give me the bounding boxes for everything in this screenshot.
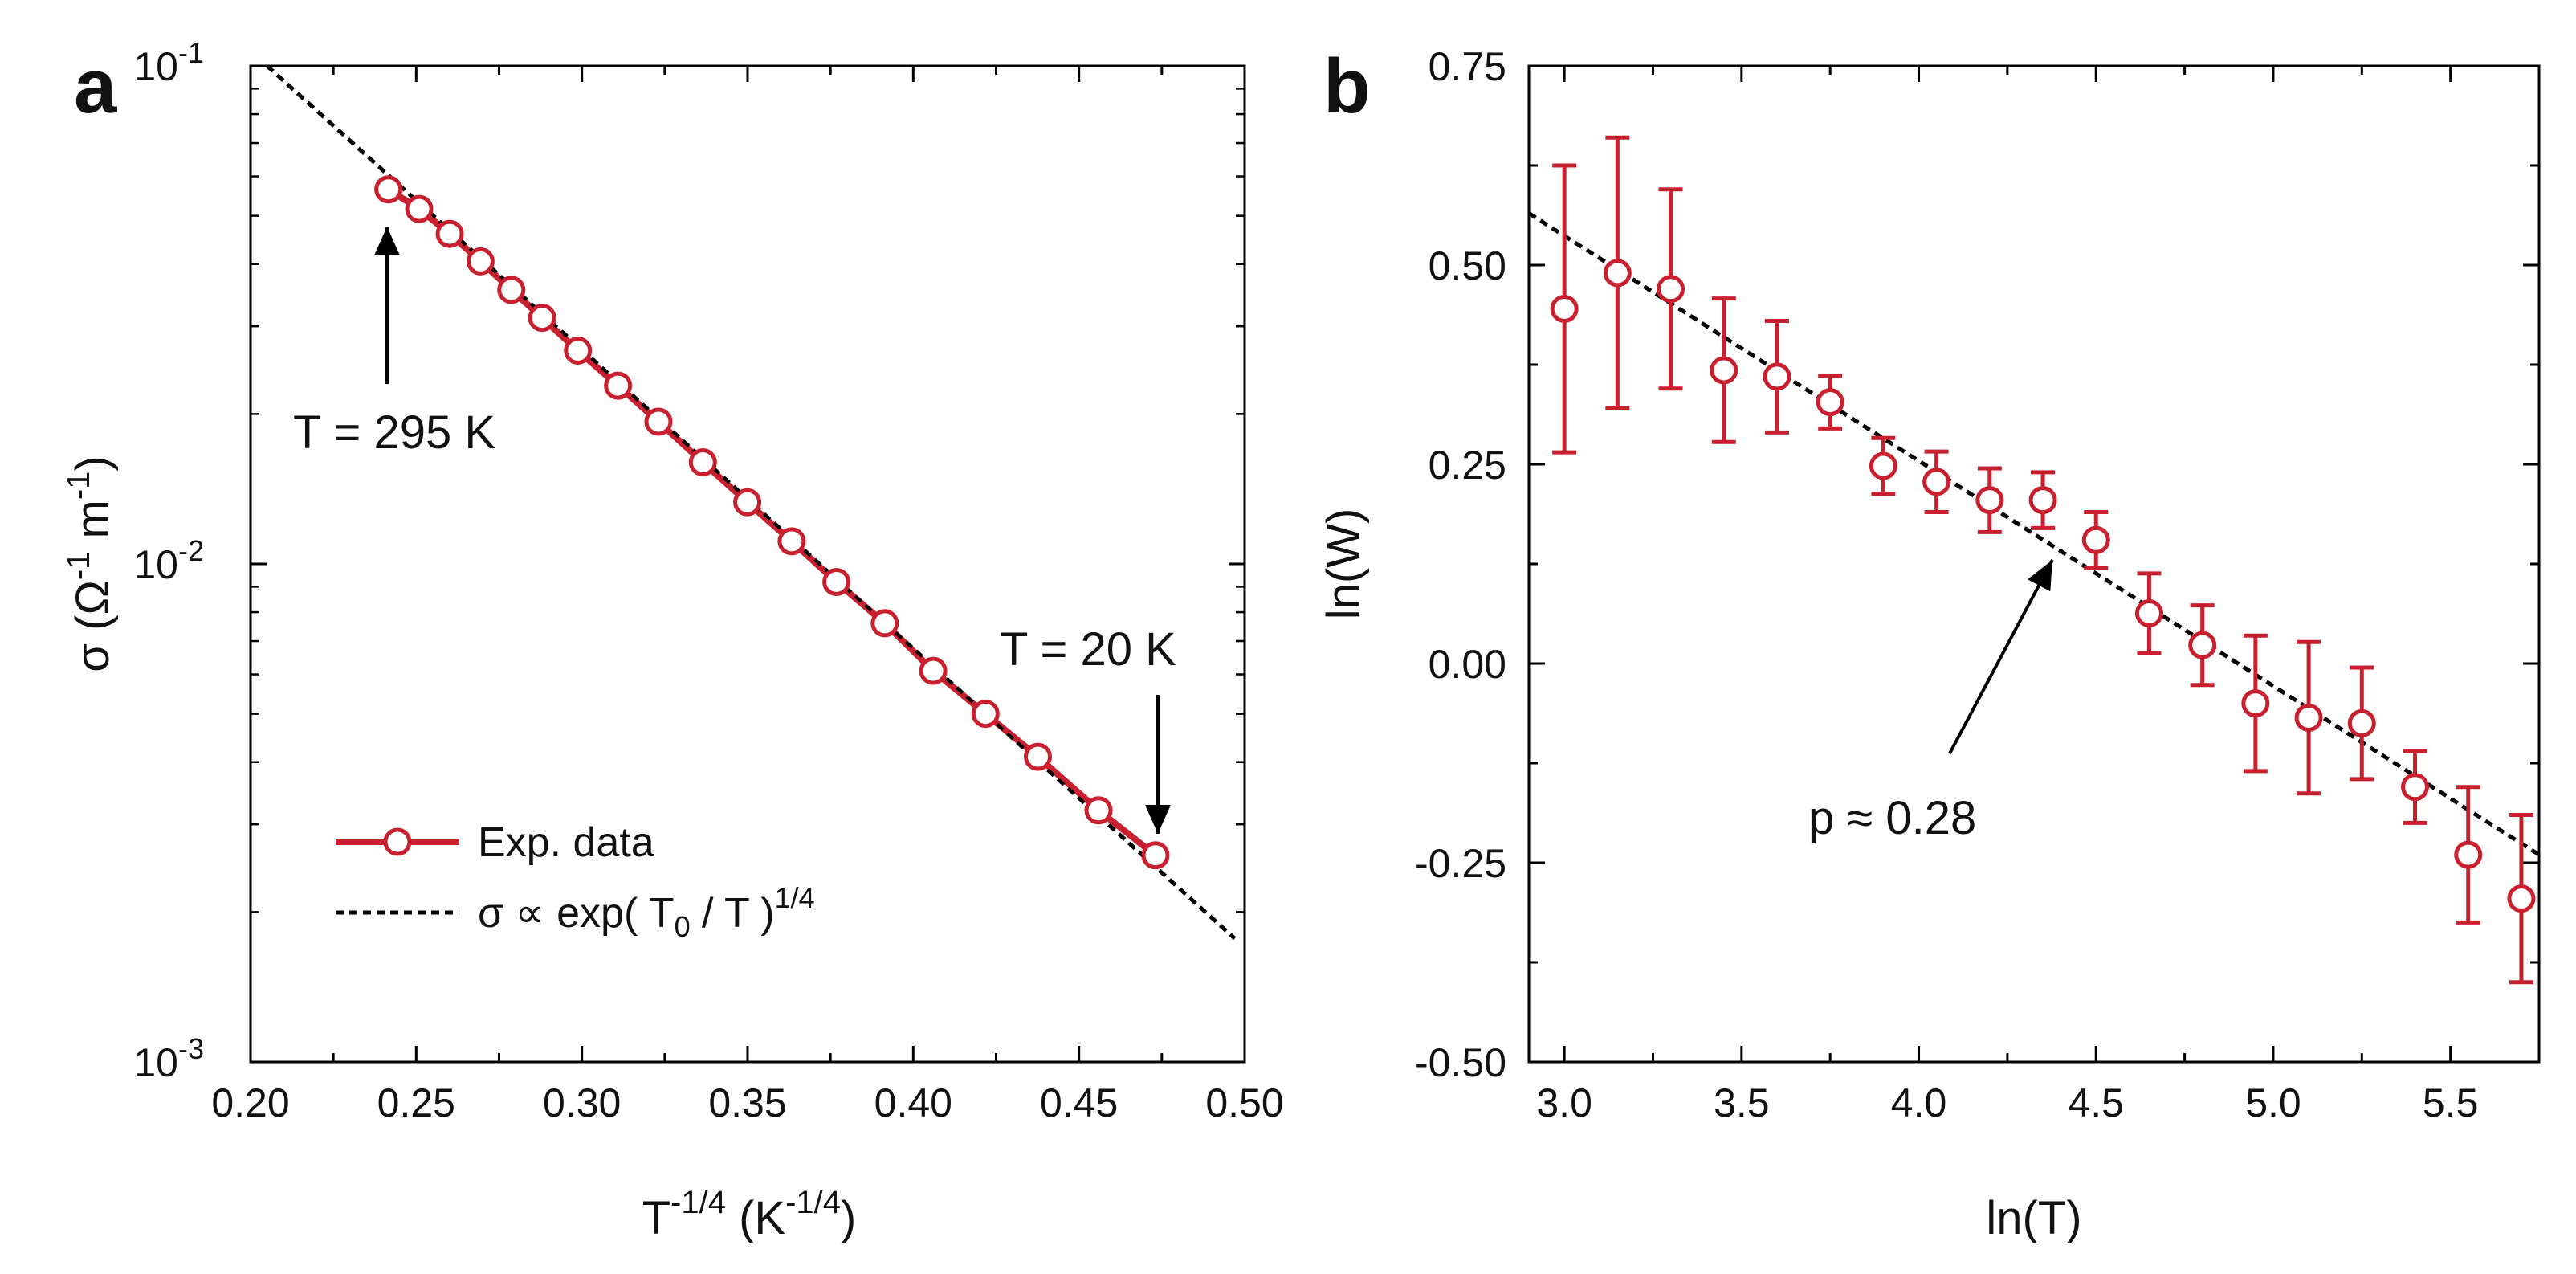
data-point xyxy=(2347,708,2376,737)
panel-a-x-axis-label: T-1/4 (K-1/4) xyxy=(642,1185,857,1244)
x-tick-label: 4.0 xyxy=(1891,1080,1947,1125)
panel-b: b 3.0 3.5 4.0 4.5 5.0 5.5 0.75 0.50 0.25 0.00 -0.2… xyxy=(1318,43,2541,1244)
panel-a-data-series xyxy=(266,64,1236,940)
y-tick-label: -0.25 xyxy=(1415,841,1506,886)
data-point xyxy=(1657,275,1685,304)
data-point xyxy=(688,447,717,476)
data-point xyxy=(1816,388,1844,417)
panel-b-x-axis-label: ln(T) xyxy=(1986,1192,2081,1244)
x-tick-label: 0.25 xyxy=(377,1080,455,1125)
x-tick-label: 4.5 xyxy=(2068,1080,2124,1125)
data-point xyxy=(644,407,673,436)
data-point xyxy=(870,609,899,638)
panel-a-axis-ticks: 0.20 0.25 0.30 0.35 0.40 0.45 0.50 10-1 10-2 10-3 xyxy=(133,36,1283,1125)
x-tick-label: 0.45 xyxy=(1040,1080,1118,1125)
annotation-label-295k: T = 295 K xyxy=(293,406,495,459)
annotation-label-20k: T = 20 K xyxy=(1000,623,1176,676)
data-point xyxy=(777,527,806,556)
panel-a-label: a xyxy=(74,43,117,129)
y-tick-label: 0.75 xyxy=(1429,44,1506,89)
y-tick-label: 10-3 xyxy=(133,1032,204,1085)
x-tick-label: 0.50 xyxy=(1205,1080,1283,1125)
x-tick-label: 0.20 xyxy=(211,1080,289,1125)
y-tick-label: 0.00 xyxy=(1429,642,1506,687)
x-tick-label: 3.0 xyxy=(1536,1080,1592,1125)
data-point xyxy=(2134,599,2163,628)
data-point xyxy=(497,276,526,304)
data-point xyxy=(1763,362,1791,391)
data-point xyxy=(466,247,495,276)
x-tick-label: 5.5 xyxy=(2423,1080,2479,1125)
y-tick-label: -0.50 xyxy=(1415,1040,1506,1085)
x-tick-label: 3.5 xyxy=(1714,1080,1770,1125)
x-tick-label: 0.30 xyxy=(543,1080,621,1125)
data-point xyxy=(971,700,1000,729)
data-point xyxy=(2188,631,2217,659)
panel-b-plot-frame xyxy=(1527,64,2541,1064)
data-point xyxy=(405,194,434,223)
data-point xyxy=(1023,742,1052,771)
data-point xyxy=(733,488,762,517)
data-point xyxy=(2081,525,2110,554)
data-point xyxy=(1975,486,2004,515)
data-point xyxy=(374,175,403,204)
data-point xyxy=(1869,451,1897,480)
data-point xyxy=(604,371,633,400)
data-point xyxy=(1550,295,1579,324)
data-point xyxy=(435,219,464,248)
panel-a-legend: Exp. data σ ∝ exp( T0 / T )1/4 xyxy=(336,819,815,943)
data-point xyxy=(1922,468,1951,496)
data-point xyxy=(1141,841,1170,870)
data-point xyxy=(1084,796,1113,825)
panel-b-y-axis-label: ln(W) xyxy=(1318,508,1370,620)
data-point xyxy=(528,304,556,333)
y-tick-label: 10-1 xyxy=(133,36,204,89)
legend-exp-data-label: Exp. data xyxy=(478,819,654,866)
y-tick-label: 0.25 xyxy=(1429,443,1506,488)
legend-exp-data-swatch-marker xyxy=(383,827,412,856)
x-tick-label: 0.40 xyxy=(874,1080,952,1125)
panel-b-axis-ticks: 3.0 3.5 4.0 4.5 5.0 5.5 0.75 0.50 0.25 0.00 -0.25 -… xyxy=(1415,44,2539,1125)
annotation-label-p: p ≈ 0.28 xyxy=(1808,792,1976,844)
panel-b-label: b xyxy=(1323,43,1371,129)
data-point xyxy=(2507,884,2536,913)
data-point xyxy=(919,656,948,685)
data-point xyxy=(2294,703,2323,732)
fit-line xyxy=(1527,211,2541,857)
x-tick-label: 0.35 xyxy=(708,1080,786,1125)
y-tick-label: 0.50 xyxy=(1429,243,1506,288)
panel-a: a 0.20 0.25 0.30 0.35 0.40 0.45 0.50 10-1 10-2 10… xyxy=(61,36,1284,1244)
annotation-arrow-p xyxy=(1948,559,2054,754)
legend-fit-label: σ ∝ exp( T0 / T )1/4 xyxy=(478,881,815,943)
y-tick-label: 10-2 xyxy=(133,534,204,587)
data-point xyxy=(2028,486,2057,515)
panel-b-fit-line xyxy=(1527,211,2541,857)
panel-b-data-series xyxy=(1550,135,2536,985)
data-point xyxy=(1603,259,1632,288)
panel-a-y-axis-label: σ (Ω-1 m-1) xyxy=(61,455,119,672)
data-point xyxy=(2241,689,2270,718)
data-point xyxy=(2454,840,2483,869)
x-tick-label: 5.0 xyxy=(2245,1080,2301,1125)
data-point xyxy=(1710,356,1738,385)
data-point xyxy=(822,567,851,596)
data-point xyxy=(2401,773,2430,802)
data-point xyxy=(564,337,593,365)
fit-line-overlay xyxy=(266,64,1236,940)
